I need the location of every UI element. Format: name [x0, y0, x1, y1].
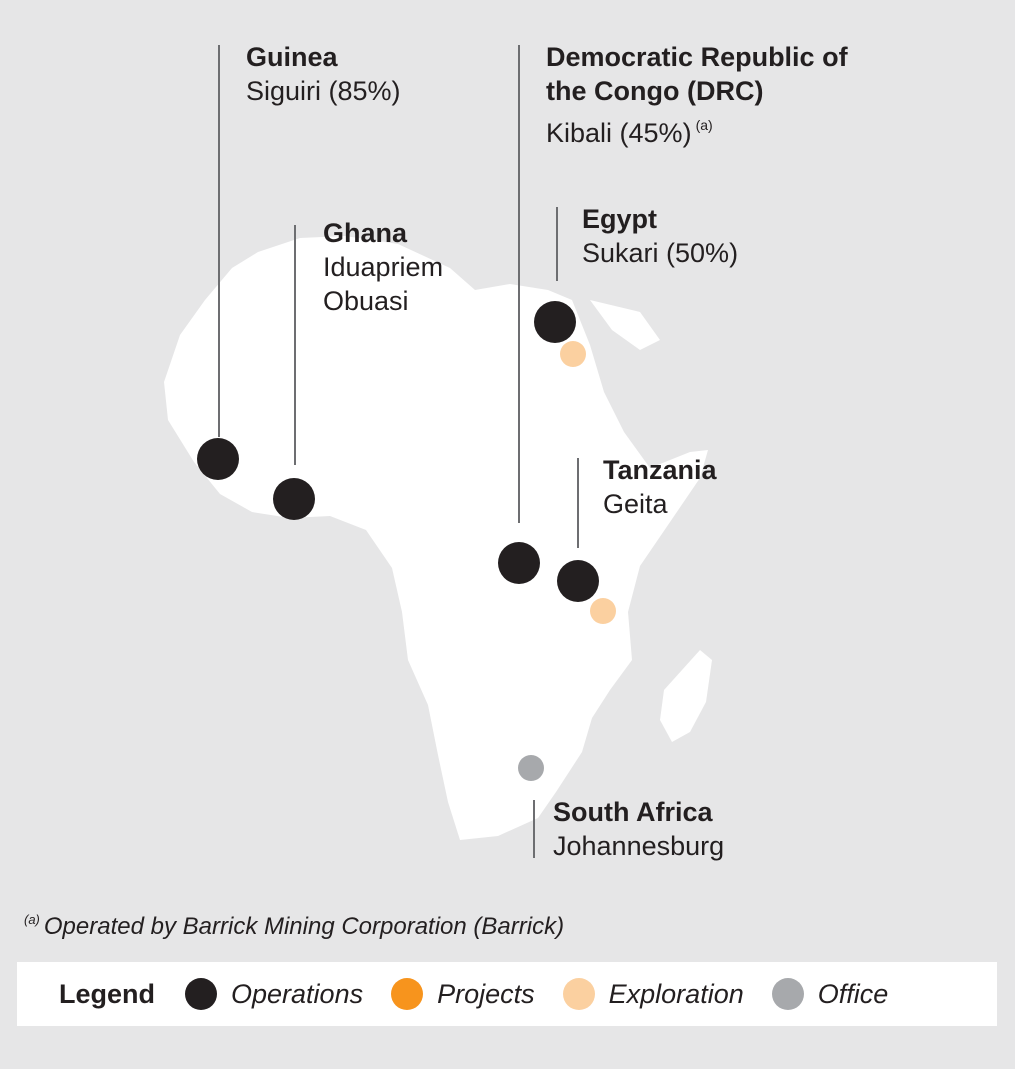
siguiri-marker [197, 438, 239, 480]
ghana-country: Ghana [323, 218, 408, 248]
drc-leader-line [518, 45, 520, 523]
sukari-marker [534, 301, 576, 343]
egypt-exploration-marker [560, 341, 586, 367]
egypt-leader-line [556, 207, 558, 281]
tanzania-exploration-marker [590, 598, 616, 624]
south-africa-leader-line [533, 800, 535, 858]
kibali-marker [498, 542, 540, 584]
geita-marker [557, 560, 599, 602]
exploration-dot-icon [562, 978, 595, 1010]
drc-label: Democratic Republic of the Congo (DRC) K… [546, 40, 848, 150]
johannesburg-marker [518, 755, 544, 781]
africa-landmass [164, 236, 708, 840]
legend-item-projects: Projects [391, 978, 535, 1010]
egypt-label: Egypt Sukari (50%) [582, 202, 738, 270]
office-dot-icon [771, 978, 804, 1010]
drc-site-note: (a) [695, 117, 713, 133]
legend-item-exploration: Exploration [562, 978, 744, 1010]
egypt-site-sukari: Sukari (50%) [582, 238, 739, 268]
footnote-text: Operated by Barrick Mining Corporation (… [43, 913, 565, 940]
footnote-marker: (a) [24, 912, 40, 927]
tanzania-label: Tanzania Geita [603, 453, 717, 521]
africa-map [164, 236, 712, 840]
drc-site-kibali-text: Kibali (45%) [546, 118, 692, 148]
ghana-label: Ghana Iduapriem Obuasi [323, 216, 443, 318]
footnote: (a) Operated by Barrick Mining Corporatio… [24, 912, 564, 941]
madagascar-landmass [660, 650, 712, 742]
south-africa-country: South Africa [553, 797, 713, 827]
ghana-leader-line [294, 225, 296, 465]
legend-label-projects: Projects [437, 978, 535, 1009]
south-africa-site-johannesburg: Johannesburg [553, 831, 725, 861]
tanzania-leader-line [577, 458, 579, 548]
legend-item-operations: Operations [185, 978, 363, 1010]
ghana-site-obuasi: Obuasi [323, 286, 409, 316]
legend-label-exploration: Exploration [608, 978, 744, 1009]
tanzania-site-geita: Geita [603, 489, 668, 519]
site-markers [197, 301, 616, 781]
operations-dot-icon [185, 978, 218, 1010]
drc-site-kibali: Kibali (45%) (a) [546, 108, 848, 150]
egypt-country: Egypt [582, 204, 658, 234]
legend-item-office: Office [771, 978, 889, 1010]
drc-country-line2: the Congo (DRC) [546, 76, 764, 106]
ghana-marker [273, 478, 315, 520]
guinea-label: Guinea Siguiri (85%) [246, 40, 401, 108]
guinea-site-siguiri: Siguiri (85%) [246, 76, 401, 106]
arabian-peninsula-edge [590, 300, 660, 350]
guinea-leader-line [218, 45, 220, 437]
legend-title: Legend [59, 978, 156, 1009]
south-africa-label: South Africa Johannesburg [553, 795, 724, 863]
tanzania-country: Tanzania [603, 455, 717, 485]
guinea-country: Guinea [246, 42, 338, 72]
legend: Legend Operations Projects Exploration O… [17, 962, 997, 1026]
drc-country-line1: Democratic Republic of [546, 42, 848, 72]
legend-label-operations: Operations [231, 978, 364, 1009]
legend-label-office: Office [817, 978, 889, 1009]
ghana-site-iduapriem: Iduapriem [323, 252, 444, 282]
projects-dot-icon [391, 978, 424, 1010]
